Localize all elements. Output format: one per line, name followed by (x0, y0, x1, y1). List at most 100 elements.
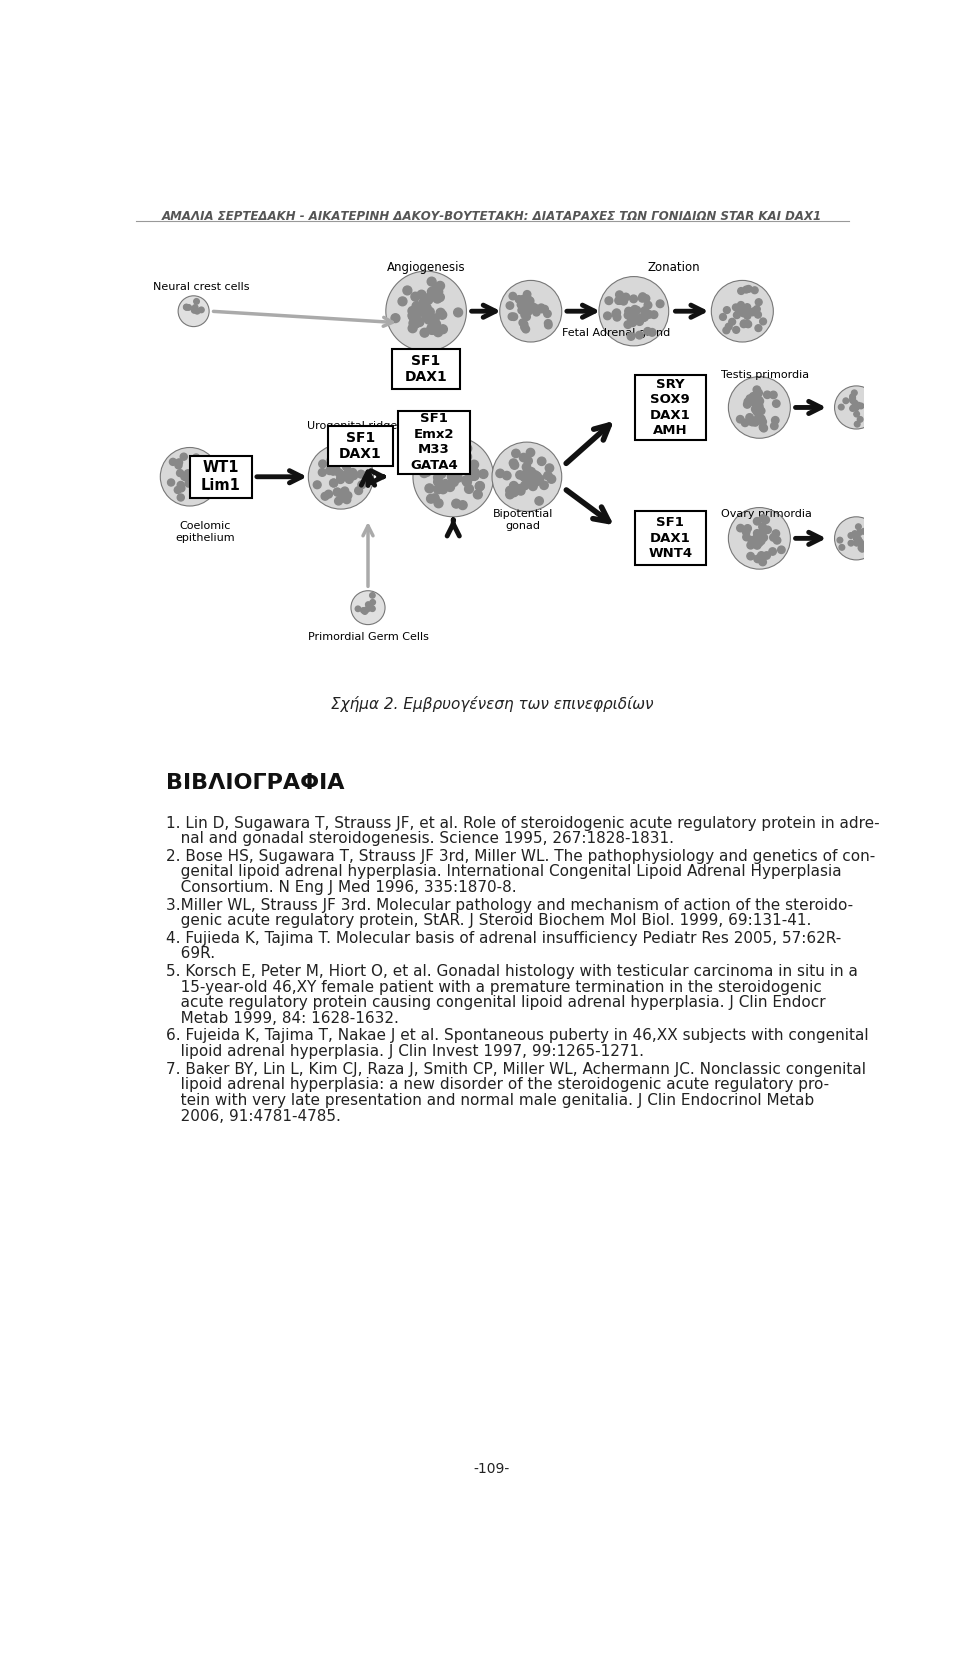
Circle shape (337, 472, 345, 481)
Circle shape (759, 516, 767, 522)
Circle shape (192, 456, 199, 464)
Circle shape (527, 467, 536, 476)
Circle shape (357, 471, 365, 477)
Circle shape (754, 542, 761, 549)
Circle shape (855, 402, 861, 407)
Circle shape (346, 459, 353, 466)
Circle shape (848, 540, 853, 545)
Circle shape (834, 517, 878, 560)
Circle shape (857, 530, 862, 535)
Text: SF1
Emx2
M33
GATA4: SF1 Emx2 M33 GATA4 (410, 412, 458, 472)
Circle shape (421, 304, 431, 313)
Circle shape (335, 469, 343, 477)
Circle shape (187, 471, 194, 479)
Circle shape (859, 547, 865, 552)
Circle shape (645, 311, 653, 318)
Text: Bipotential
gonad: Bipotential gonad (492, 509, 553, 530)
Circle shape (369, 605, 373, 610)
Text: Angiogenesis: Angiogenesis (387, 261, 466, 274)
Circle shape (744, 308, 751, 314)
Circle shape (754, 517, 761, 526)
Circle shape (750, 392, 757, 401)
Circle shape (337, 476, 345, 484)
Circle shape (756, 530, 764, 537)
Circle shape (834, 386, 878, 429)
Circle shape (524, 472, 533, 481)
Circle shape (756, 397, 763, 404)
Circle shape (837, 537, 843, 542)
Circle shape (516, 487, 525, 496)
Circle shape (183, 474, 190, 481)
Circle shape (465, 467, 474, 476)
Circle shape (524, 296, 531, 303)
Circle shape (759, 527, 767, 534)
Circle shape (516, 471, 524, 479)
Circle shape (526, 469, 535, 477)
Circle shape (769, 547, 777, 555)
Circle shape (770, 391, 777, 399)
Circle shape (533, 472, 541, 481)
Circle shape (344, 469, 351, 477)
Circle shape (438, 311, 446, 319)
Circle shape (408, 311, 417, 319)
Circle shape (523, 469, 531, 477)
Circle shape (329, 467, 337, 476)
Text: Testis primordia: Testis primordia (721, 371, 808, 381)
Circle shape (175, 487, 181, 494)
Circle shape (522, 298, 529, 304)
Circle shape (183, 304, 189, 309)
Circle shape (201, 482, 208, 489)
Circle shape (475, 482, 485, 491)
Circle shape (469, 461, 478, 469)
Circle shape (740, 321, 747, 328)
Circle shape (544, 321, 552, 329)
Circle shape (520, 324, 528, 331)
Circle shape (458, 501, 468, 509)
Text: Zonation: Zonation (648, 261, 701, 274)
Circle shape (850, 397, 855, 402)
Circle shape (759, 417, 766, 426)
Circle shape (466, 472, 475, 481)
Circle shape (754, 534, 761, 540)
Circle shape (503, 471, 511, 479)
Circle shape (755, 414, 762, 421)
Circle shape (441, 479, 450, 489)
Text: nal and gonadal steroidogenesis. Science 1995, 267:1828-1831.: nal and gonadal steroidogenesis. Science… (166, 832, 675, 846)
Circle shape (741, 419, 749, 426)
Circle shape (756, 404, 763, 412)
Circle shape (745, 286, 752, 293)
Circle shape (604, 313, 612, 319)
Circle shape (510, 313, 517, 321)
Circle shape (330, 479, 338, 487)
Text: 3.Miller WL, Strauss JF 3rd. Molecular pathology and mechanism of action of the : 3.Miller WL, Strauss JF 3rd. Molecular p… (166, 898, 853, 913)
Circle shape (752, 394, 759, 402)
Circle shape (854, 537, 860, 542)
Circle shape (752, 308, 758, 314)
Circle shape (746, 414, 754, 421)
Circle shape (370, 592, 375, 599)
Circle shape (857, 417, 863, 422)
Circle shape (740, 319, 747, 326)
Circle shape (409, 313, 418, 321)
Circle shape (183, 304, 189, 309)
Circle shape (445, 482, 454, 492)
Circle shape (179, 296, 209, 326)
Circle shape (423, 296, 433, 304)
Circle shape (362, 609, 368, 614)
Circle shape (386, 271, 467, 351)
Circle shape (535, 476, 543, 484)
Circle shape (627, 314, 635, 321)
Text: Primordial Germ Cells: Primordial Germ Cells (307, 632, 428, 642)
Circle shape (178, 482, 184, 489)
Circle shape (434, 486, 443, 494)
Circle shape (463, 452, 471, 461)
Circle shape (729, 376, 790, 439)
Circle shape (473, 491, 482, 499)
Circle shape (778, 545, 785, 554)
Circle shape (421, 306, 430, 314)
Circle shape (858, 545, 864, 550)
Circle shape (525, 308, 532, 314)
Circle shape (523, 303, 531, 311)
Circle shape (436, 281, 444, 291)
Circle shape (744, 397, 752, 406)
